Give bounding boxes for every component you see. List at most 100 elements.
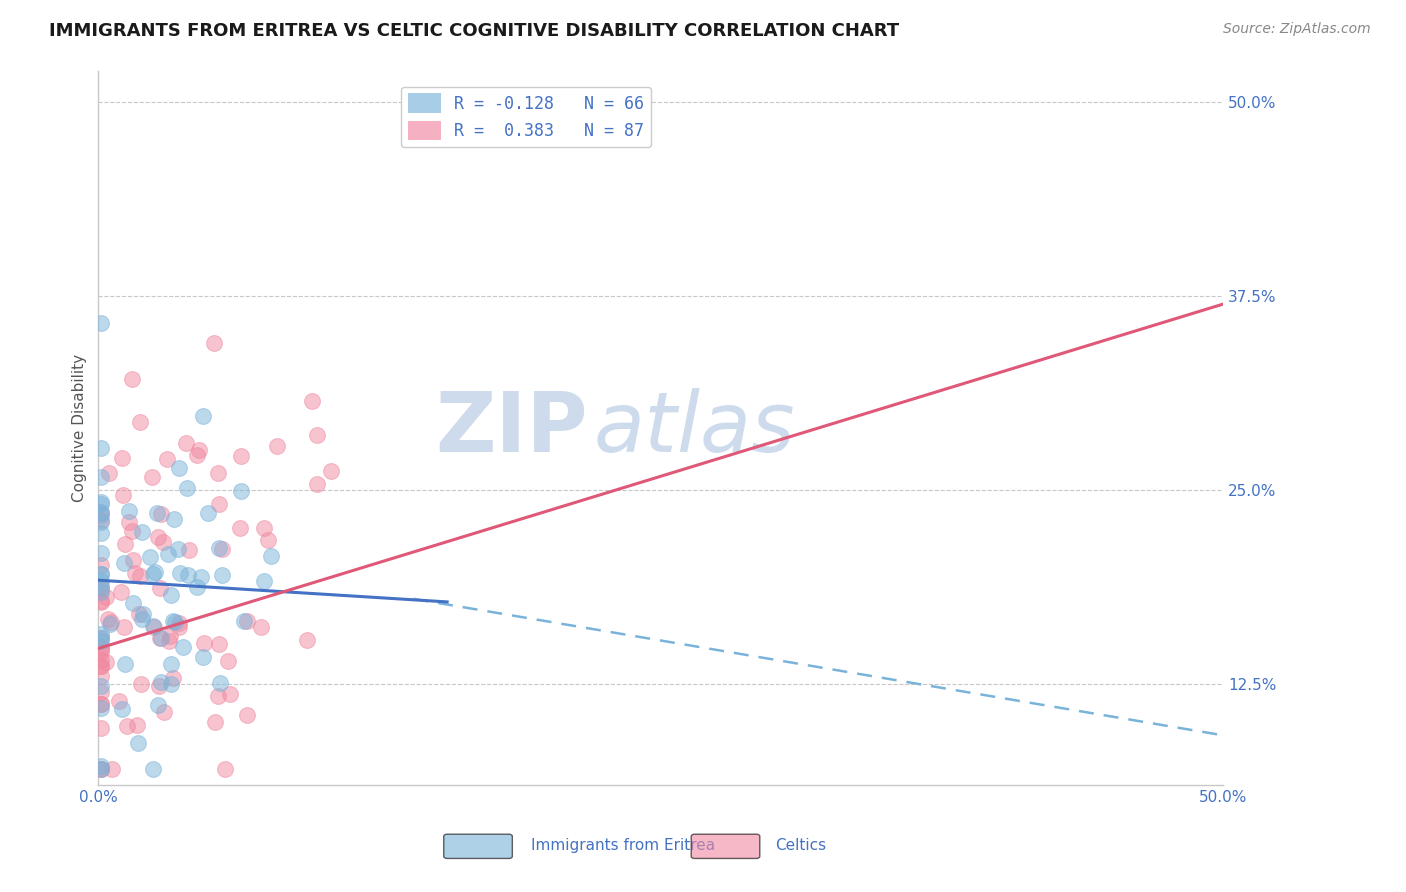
Point	[217, 654, 239, 668]
Point	[90, 594, 112, 608]
Point	[149, 674, 172, 689]
Point	[90, 515, 112, 529]
Point	[90, 508, 112, 523]
Point	[307, 477, 329, 491]
Point	[139, 550, 162, 565]
Point	[186, 448, 208, 462]
Point	[117, 719, 139, 733]
Point	[156, 547, 179, 561]
Point	[187, 443, 209, 458]
Point	[90, 595, 112, 609]
Point	[232, 614, 254, 628]
Point	[90, 567, 112, 582]
Point	[90, 497, 112, 511]
Point	[129, 676, 152, 690]
Point	[204, 715, 226, 730]
Point	[211, 567, 233, 582]
Point	[177, 567, 200, 582]
Point	[149, 581, 172, 595]
Point	[122, 552, 145, 566]
Point	[131, 612, 153, 626]
Point	[159, 629, 181, 643]
Point	[114, 657, 136, 672]
Point	[169, 616, 191, 631]
Point	[156, 451, 179, 466]
Point	[90, 642, 112, 657]
Point	[191, 650, 214, 665]
Point	[127, 736, 149, 750]
Text: Celtics: Celtics	[776, 838, 827, 853]
Legend: R = -0.128   N = 66, R =  0.383   N = 87: R = -0.128 N = 66, R = 0.383 N = 87	[401, 87, 651, 147]
Point	[208, 497, 231, 511]
Point	[94, 590, 117, 604]
Point	[207, 466, 229, 480]
Point	[146, 698, 169, 712]
Point	[208, 637, 231, 651]
Point	[235, 614, 257, 628]
Point	[94, 655, 117, 669]
Point	[121, 372, 143, 386]
Point	[90, 506, 112, 520]
Point	[90, 494, 112, 508]
Point	[90, 659, 112, 673]
Point	[131, 525, 153, 540]
Point	[90, 627, 112, 641]
Point	[253, 521, 276, 535]
Point	[124, 566, 146, 580]
Point	[160, 677, 183, 691]
Point	[90, 546, 112, 560]
Point	[190, 570, 212, 584]
Point	[90, 583, 112, 598]
Point	[150, 507, 173, 521]
Point	[127, 717, 149, 731]
Point	[90, 721, 112, 735]
Point	[114, 536, 136, 550]
Point	[111, 488, 134, 502]
Point	[108, 694, 131, 708]
Point	[90, 640, 112, 654]
Point	[141, 470, 163, 484]
Point	[167, 541, 190, 556]
Point	[90, 759, 112, 773]
Point	[110, 451, 132, 466]
Point	[111, 701, 134, 715]
Point	[90, 763, 112, 777]
Text: ZIP: ZIP	[436, 388, 588, 468]
Y-axis label: Cognitive Disability: Cognitive Disability	[72, 354, 87, 502]
Point	[90, 653, 112, 667]
Point	[90, 574, 112, 588]
Point	[250, 620, 273, 634]
Point	[266, 439, 288, 453]
Point	[90, 645, 112, 659]
Point	[142, 619, 165, 633]
Point	[90, 526, 112, 541]
Point	[167, 460, 190, 475]
Point	[90, 669, 112, 683]
Point	[90, 659, 112, 673]
Point	[229, 450, 252, 464]
Point	[236, 708, 259, 723]
Point	[149, 632, 172, 646]
FancyBboxPatch shape	[692, 834, 759, 858]
Point	[98, 617, 121, 632]
Point	[114, 556, 136, 570]
Point	[90, 701, 112, 715]
Point	[90, 631, 112, 645]
Point	[90, 634, 112, 648]
Point	[122, 596, 145, 610]
Text: Source: ZipAtlas.com: Source: ZipAtlas.com	[1223, 22, 1371, 37]
FancyBboxPatch shape	[444, 834, 512, 858]
Point	[207, 690, 229, 704]
Point	[117, 504, 139, 518]
Point	[112, 620, 135, 634]
Point	[90, 580, 112, 594]
Point	[162, 512, 184, 526]
Point	[143, 620, 166, 634]
Point	[90, 513, 112, 527]
Point	[193, 409, 215, 423]
Point	[152, 535, 174, 549]
Point	[229, 520, 252, 534]
Point	[128, 607, 150, 622]
Point	[90, 584, 112, 599]
Point	[229, 484, 252, 499]
